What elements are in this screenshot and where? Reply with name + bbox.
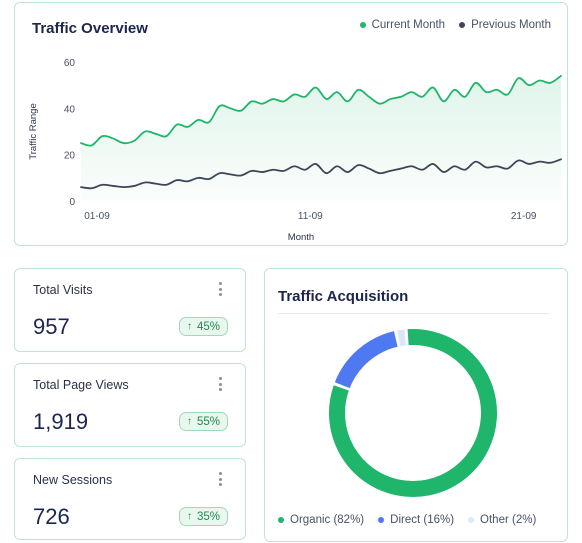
- donut-segment-organic[interactable]: [329, 329, 497, 497]
- legend-label-current-month: Current Month: [371, 19, 446, 31]
- total-page-views-card: Total Page Views 1,919 ↑ 55%: [14, 363, 246, 447]
- arrow-up-icon: ↑: [186, 416, 192, 427]
- legend-dot-current-month: [359, 22, 366, 28]
- arrow-up-icon: ↑: [186, 321, 192, 332]
- legend-label-organic: Organic (82%): [290, 514, 365, 526]
- arrow-up-icon: ↑: [186, 511, 192, 522]
- legend-item-current-month[interactable]: Current Month: [359, 19, 446, 31]
- legend-item-other[interactable]: Other (2%): [468, 514, 536, 526]
- stat-value: 726: [33, 504, 70, 529]
- traffic-overview-legend: Current Month Previous Month: [359, 19, 551, 31]
- traffic-acquisition-legend: Organic (82%) Direct (16%) Other (2%): [278, 514, 536, 526]
- divider: [278, 313, 549, 314]
- legend-dot-other: [468, 517, 475, 523]
- stat-value: 1,919: [33, 409, 89, 434]
- y-tick-label: 60: [64, 58, 76, 69]
- more-options-icon[interactable]: [218, 377, 222, 391]
- donut-segment-other[interactable]: [397, 329, 407, 347]
- y-tick-label: 40: [64, 104, 76, 115]
- current-month-line: [80, 75, 562, 147]
- change-badge: ↑ 35%: [178, 507, 228, 526]
- stat-label: Total Visits: [33, 283, 93, 297]
- x-axis-label: Month: [288, 232, 314, 243]
- change-badge: ↑ 45%: [178, 317, 228, 336]
- more-options-icon[interactable]: [218, 472, 222, 486]
- y-axis-label: Traffic Range: [28, 103, 39, 160]
- traffic-acquisition-title: Traffic Acquisition: [278, 288, 409, 305]
- x-tick-label: 21-09: [511, 211, 537, 222]
- x-tick-label: 11-09: [298, 211, 323, 222]
- traffic-acquisition-donut: [329, 329, 497, 497]
- traffic-acquisition-card: Traffic Acquisition Organic (82%) Direct…: [264, 268, 568, 542]
- traffic-overview-title: Traffic Overview: [32, 20, 148, 37]
- previous-month-line: [80, 158, 562, 190]
- stat-label: New Sessions: [33, 473, 113, 487]
- legend-item-previous-month[interactable]: Previous Month: [459, 19, 551, 31]
- x-tick-label: 01-09: [84, 211, 110, 222]
- legend-dot-organic: [278, 517, 284, 523]
- change-badge: ↑ 55%: [178, 412, 228, 431]
- y-tick-label: 0: [69, 197, 75, 208]
- legend-label-direct: Direct (16%): [390, 514, 455, 526]
- stat-label: Total Page Views: [33, 378, 129, 392]
- legend-dot-direct: [378, 517, 385, 523]
- more-options-icon[interactable]: [218, 282, 222, 296]
- legend-label-other: Other (2%): [480, 514, 537, 526]
- legend-item-direct[interactable]: Direct (16%): [378, 514, 454, 526]
- donut-segment-direct[interactable]: [334, 331, 398, 389]
- legend-item-organic[interactable]: Organic (82%): [278, 514, 364, 526]
- stat-value: 957: [33, 314, 70, 339]
- legend-label-previous-month: Previous Month: [471, 19, 551, 31]
- legend-dot-previous-month: [459, 22, 466, 28]
- change-value: 35%: [196, 510, 220, 523]
- total-visits-card: Total Visits 957 ↑ 45%: [14, 268, 246, 352]
- traffic-overview-chart: 0 20 40 60 01-09 11-09 21-09 Traffic Range Month: [28, 58, 562, 243]
- change-value: 55%: [196, 415, 220, 428]
- new-sessions-card: New Sessions 726 ↑ 35%: [14, 458, 246, 540]
- y-tick-label: 20: [64, 151, 76, 162]
- traffic-overview-card: 0 20 40 60 01-09 11-09 21-09 Traffic Range Month…: [14, 2, 568, 246]
- change-value: 45%: [196, 320, 220, 333]
